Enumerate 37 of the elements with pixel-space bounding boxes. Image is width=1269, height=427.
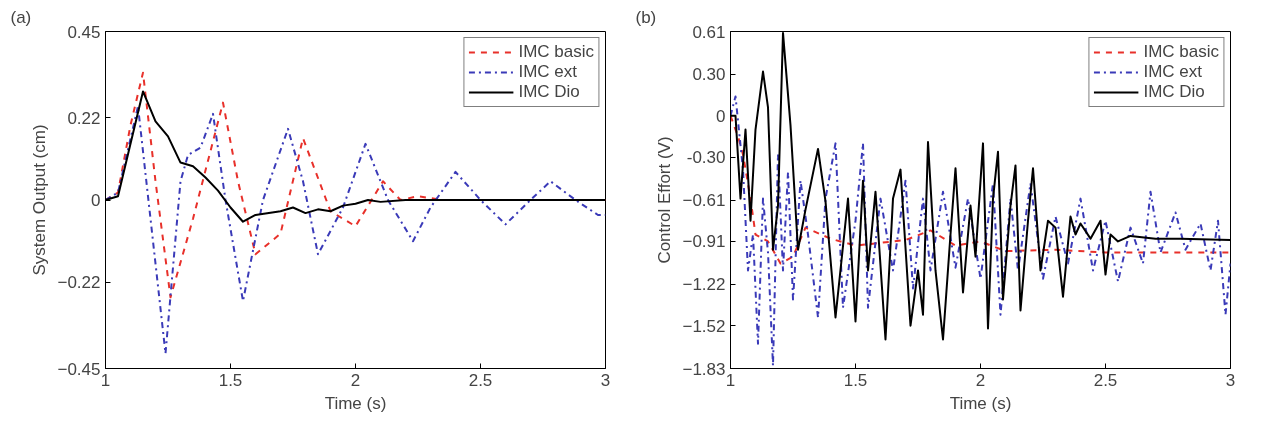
x-tick-label: 1.5 <box>218 370 243 390</box>
y-tick-label: −1.52 <box>682 316 726 336</box>
y-tick-label: 0.61 <box>692 22 726 42</box>
x-tick-label: 2.5 <box>468 370 493 390</box>
legend-label: IMC basic <box>518 42 594 62</box>
text: (a) <box>10 7 32 27</box>
text: (b) <box>635 7 657 27</box>
y-tick-label: -0.30 <box>686 148 726 168</box>
x-tick-label: 1 <box>100 370 111 390</box>
y-axis-title: Control Effort (V) <box>655 136 675 264</box>
y-tick-label: −0.22 <box>57 273 101 293</box>
x-tick-label: 3 <box>1225 370 1236 390</box>
legend-label: IMC ext <box>1143 62 1202 82</box>
x-tick-label: 1 <box>725 370 736 390</box>
y-tick-label: 0 <box>716 106 726 126</box>
legend-label: IMC Dio <box>518 82 580 102</box>
x-tick-label: 1.5 <box>843 370 868 390</box>
legend-label: IMC ext <box>518 62 577 82</box>
legend-label: IMC Dio <box>1143 82 1205 102</box>
y-tick-label: −0.45 <box>57 359 101 379</box>
x-tick-label: 3 <box>600 370 611 390</box>
x-axis-title: Time (s) <box>324 393 387 413</box>
x-tick-label: 2 <box>975 370 986 390</box>
x-tick-label: 2 <box>350 370 361 390</box>
line-series <box>730 114 1231 265</box>
y-tick-label: −1.83 <box>682 359 726 379</box>
y-tick-label: −0.61 <box>682 191 726 210</box>
legend-label: IMC basic <box>1143 42 1219 62</box>
y-tick-label: −1.22 <box>682 275 726 295</box>
y-tick-label: −0.91 <box>682 232 726 252</box>
x-axis-title: Time (s) <box>949 393 1012 413</box>
y-tick-label: 0.22 <box>67 108 101 128</box>
y-tick-label: 0.45 <box>67 22 101 42</box>
x-tick-label: 2.5 <box>1093 370 1118 390</box>
y-axis-title: System Output (cm) <box>30 124 50 276</box>
y-tick-label: 0.30 <box>692 65 726 85</box>
y-tick-label: 0 <box>91 191 101 210</box>
